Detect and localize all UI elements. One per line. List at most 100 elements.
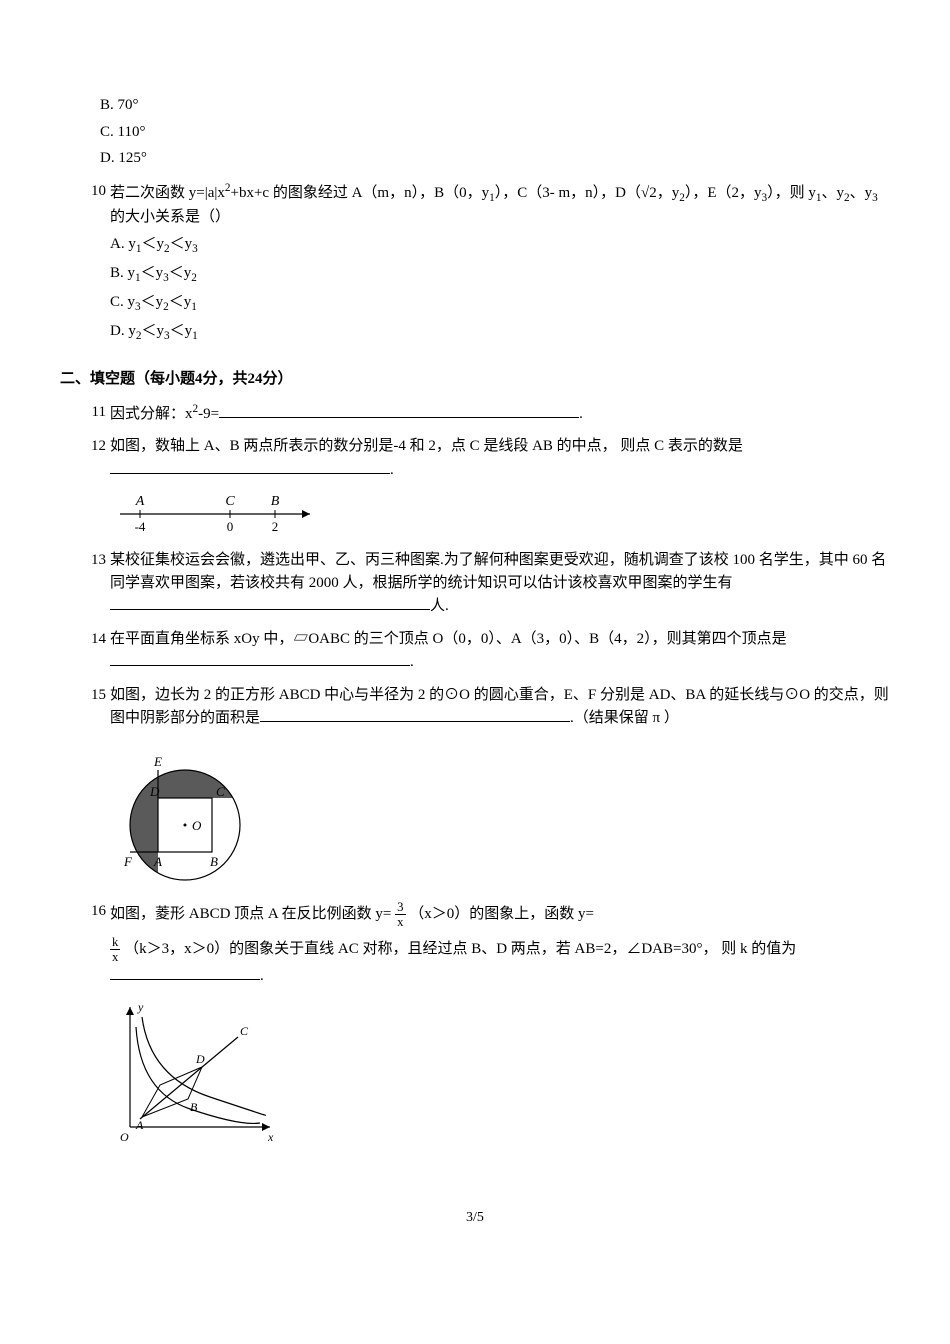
q16-label-C: C <box>240 1024 249 1038</box>
q10-b-pre: B. y <box>110 265 135 281</box>
q15-label-A: A <box>153 854 162 869</box>
q10-opt-c: C. y3＜y2＜y1 <box>110 291 890 316</box>
q16-body: 如图，菱形 ABCD 顶点 A 在反比例函数 y= 3x （x＞0）的图象上，函… <box>110 900 890 1148</box>
q12-blank <box>110 458 390 474</box>
q15: 15 如图，边长为 2 的正方形 ABCD 中心与半径为 2 的⊙O 的圆心重合… <box>80 684 890 890</box>
q16-num: 16 <box>80 900 110 1148</box>
q16-label-y: y <box>137 1000 144 1014</box>
q16-blank <box>110 964 260 980</box>
q10-b-m1: ＜y <box>141 265 164 281</box>
q16-label-x: x <box>267 1130 274 1144</box>
q14: 14 在平面直角坐标系 xOy 中，▱OABC 的三个顶点 O（0，0）、A（3… <box>80 628 890 674</box>
q10-stem-h: 的大小关系是（） <box>110 209 230 225</box>
q16-end: . <box>260 968 264 984</box>
q10-opt-a: A. y1＜y2＜y3 <box>110 233 890 258</box>
q16-label-O: O <box>120 1130 129 1144</box>
q11-post: -9= <box>198 406 219 422</box>
q10-options: A. y1＜y2＜y3 B. y1＜y3＜y2 C. y3＜y2＜y1 D. y… <box>110 233 890 345</box>
q9-opt-b: B. 70° <box>100 94 890 117</box>
q16-text-b: （x＞0）的图象上，函数 y= <box>409 906 594 922</box>
q14-text: 在平面直角坐标系 xOy 中，▱OABC 的三个顶点 O（0，0）、A（3，0）… <box>110 631 787 647</box>
q16: 16 如图，菱形 ABCD 顶点 A 在反比例函数 y= 3x （x＞0）的图象… <box>80 900 890 1148</box>
q12-text: 如图，数轴上 A、B 两点所表示的数分别是-4 和 2，点 C 是线段 AB 的… <box>110 438 743 454</box>
q14-blank <box>110 650 410 666</box>
q16-label-D: D <box>195 1052 205 1066</box>
q9-opt-d: D. 125° <box>100 147 890 170</box>
q13-blank <box>110 594 430 610</box>
q10-num: 10 <box>80 180 110 349</box>
q14-end: . <box>410 654 414 670</box>
q11: 11 因式分解：x2-9=. <box>80 401 890 426</box>
q13-text: 某校征集校运会会徽，遴选出甲、乙、丙三种图案.为了解何种图案更受欢迎，随机调查了… <box>110 552 886 591</box>
q16-frac1: 3x <box>395 900 405 929</box>
q16-label-B: B <box>190 1100 198 1114</box>
q11-num: 11 <box>80 401 110 426</box>
q10-a-m2: ＜y <box>170 236 193 252</box>
q13: 13 某校征集校运会会徽，遴选出甲、乙、丙三种图案.为了解何种图案更受欢迎，随机… <box>80 549 890 618</box>
q12-label-B: B <box>271 494 280 509</box>
q12-num: 12 <box>80 435 110 539</box>
q15-label-E: E <box>153 754 162 769</box>
q16-frac2-d: x <box>110 950 120 964</box>
q10-stem-f: 、y <box>822 185 845 201</box>
q13-end: 人. <box>430 598 449 614</box>
q15-label-O: O <box>192 818 202 833</box>
q10-c-s1: 1 <box>191 301 197 313</box>
q15-end: .（结果保留 π ） <box>570 710 679 726</box>
q16-frac2: kx <box>110 935 120 964</box>
q10-a-pre: A. y <box>110 236 136 252</box>
q10-a-s3: 3 <box>192 243 198 255</box>
q10-c-m2: ＜y <box>169 294 192 310</box>
q15-label-C: C <box>216 784 225 799</box>
q10-d-pre: D. y <box>110 323 136 339</box>
q12: 12 如图，数轴上 A、B 两点所表示的数分别是-4 和 2，点 C 是线段 A… <box>80 435 890 539</box>
q15-label-B: B <box>210 854 218 869</box>
page-number: 3/5 <box>60 1207 890 1228</box>
q11-pre: 因式分解：x <box>110 406 193 422</box>
q13-body: 某校征集校运会会徽，遴选出甲、乙、丙三种图案.为了解何种图案更受欢迎，随机调查了… <box>110 549 890 618</box>
q12-label-m4: -4 <box>135 519 146 534</box>
q10-a-m1: ＜y <box>141 236 164 252</box>
q10-c-m1: ＜y <box>141 294 164 310</box>
q10-body: 若二次函数 y=|a|x2+bx+c 的图象经过 A（m，n），B（0，y1），… <box>110 180 890 349</box>
q10: 10 若二次函数 y=|a|x2+bx+c 的图象经过 A（m，n），B（0，y… <box>80 180 890 349</box>
q12-figure: A C B -4 0 2 <box>110 489 890 539</box>
q16-text-c: （k＞3，x＞0）的图象关于直线 AC 对称，且经过点 B、D 两点，若 AB=… <box>124 941 796 957</box>
q12-body: 如图，数轴上 A、B 两点所表示的数分别是-4 和 2，点 C 是线段 AB 的… <box>110 435 890 539</box>
q11-end: . <box>579 406 583 422</box>
q9-options: B. 70° C. 110° D. 125° <box>100 94 890 170</box>
q16-text-a: 如图，菱形 ABCD 顶点 A 在反比例函数 y= <box>110 906 391 922</box>
q10-b-s2: 2 <box>191 272 197 284</box>
q10-b-m2: ＜y <box>169 265 192 281</box>
q10-stem-c: ），C（3- m，n），D（√2，y <box>495 185 679 201</box>
q10-stem-b: +bx+c 的图象经过 A（m，n），B（0，y <box>231 185 490 201</box>
q16-figure: y x O A B C D <box>110 997 890 1147</box>
q12-label-C: C <box>225 494 235 509</box>
q10-c-pre: C. y <box>110 294 135 310</box>
q10-stem: 若二次函数 y=|a|x2+bx+c 的图象经过 A（m，n），B（0，y1），… <box>110 180 890 229</box>
q12-label-A: A <box>135 494 145 509</box>
q15-figure: E D C O F A B <box>110 740 890 890</box>
q15-label-D: D <box>149 784 160 799</box>
q15-body: 如图，边长为 2 的正方形 ABCD 中心与半径为 2 的⊙O 的圆心重合，E、… <box>110 684 890 890</box>
q10-stem-g: 、y <box>850 185 873 201</box>
q12-label-2: 2 <box>272 519 279 534</box>
section-2-title: 二、填空题（每小题4分，共24分） <box>60 368 890 391</box>
q10-d-m2: ＜y <box>170 323 193 339</box>
q11-body: 因式分解：x2-9=. <box>110 401 890 426</box>
sub-3b: 3 <box>872 192 878 204</box>
q10-d-m1: ＜y <box>141 323 164 339</box>
q10-d-s1: 1 <box>192 330 198 342</box>
q13-num: 13 <box>80 549 110 618</box>
q16-frac1-d: x <box>395 915 405 929</box>
q16-frac1-n: 3 <box>395 900 405 915</box>
q12-end: . <box>390 462 394 478</box>
q15-label-F: F <box>123 854 133 869</box>
q9-opt-c: C. 110° <box>100 121 890 144</box>
q15-num: 15 <box>80 684 110 890</box>
q10-opt-d: D. y2＜y3＜y1 <box>110 320 890 345</box>
q10-stem-e: ），则 y <box>767 185 816 201</box>
q14-body: 在平面直角坐标系 xOy 中，▱OABC 的三个顶点 O（0，0）、A（3，0）… <box>110 628 890 674</box>
q16-label-A: A <box>135 1118 144 1132</box>
q11-blank <box>219 402 579 418</box>
